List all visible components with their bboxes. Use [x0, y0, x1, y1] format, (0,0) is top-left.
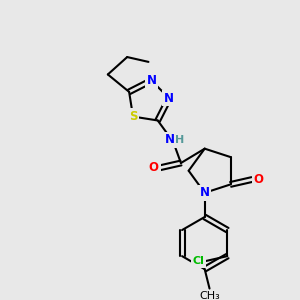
Text: CH₃: CH₃ [199, 291, 220, 300]
Text: S: S [129, 110, 137, 123]
Text: N: N [200, 186, 210, 199]
Text: O: O [254, 173, 264, 186]
Text: N: N [165, 133, 175, 146]
Text: Cl: Cl [192, 256, 204, 266]
Text: H: H [175, 135, 184, 145]
Text: N: N [146, 74, 156, 87]
Text: N: N [164, 92, 174, 105]
Text: O: O [149, 161, 159, 174]
